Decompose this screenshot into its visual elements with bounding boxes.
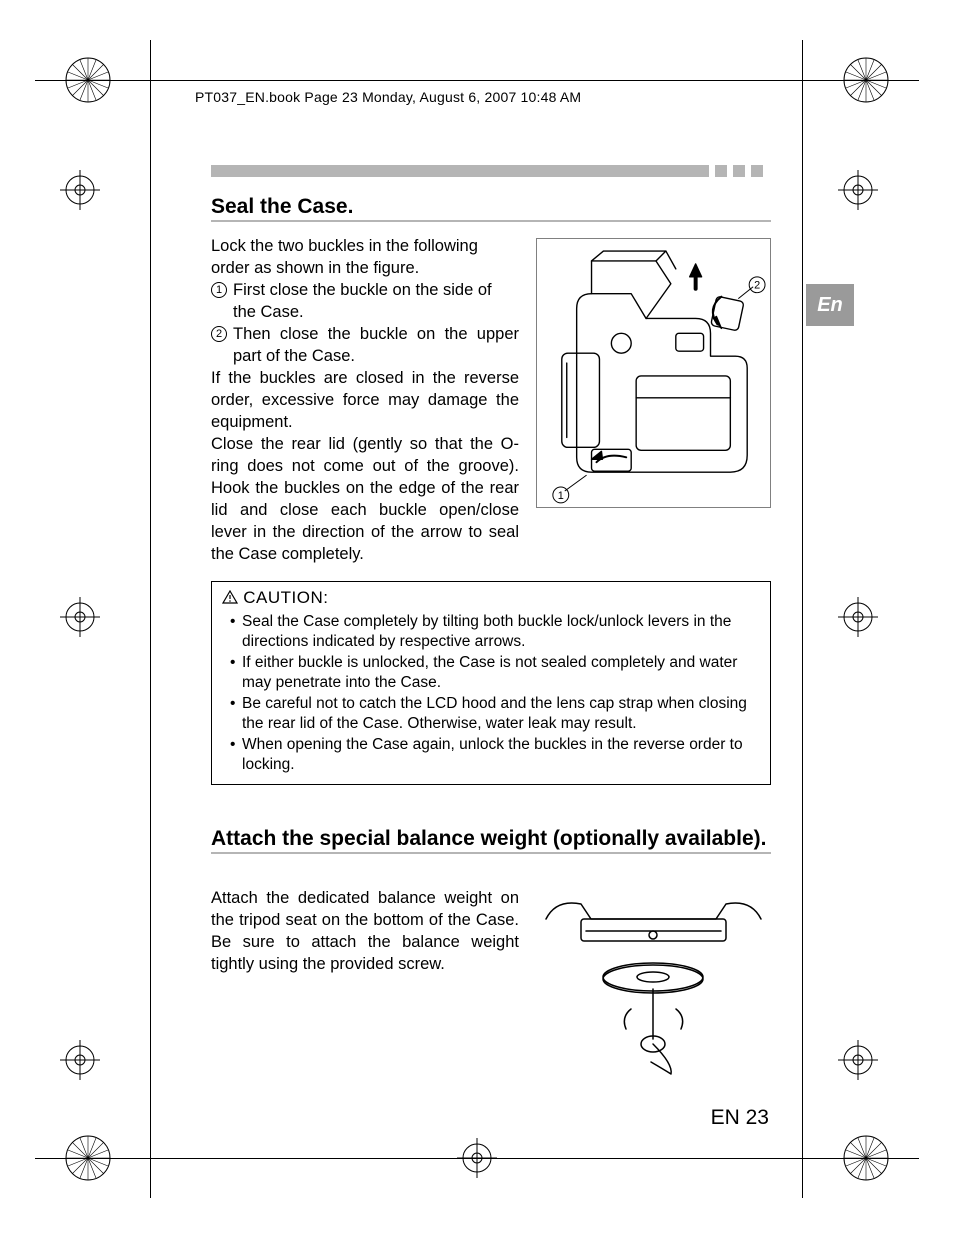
section2-heading: Attach the special balance weight (optio… [211,827,771,854]
regmark-top-left [60,52,116,108]
caution-item: If either buckle is unlocked, the Case i… [230,653,760,693]
regmark-bottom-left [60,1130,116,1186]
step-text: First close the buckle on the side of th… [233,279,519,323]
section2-body: Attach the dedicated balance weight on t… [211,887,519,975]
regmark-right-lower [838,1040,878,1080]
regmark-bottom-right [838,1130,894,1186]
language-tab: En [806,284,854,326]
step-number-icon: 1 [211,282,227,298]
figure-case-illustration: 2 1 [536,238,771,508]
section-decor-bar [211,165,771,177]
caution-item: Be careful not to catch the LCD hood and… [230,694,760,734]
crop-top-line [35,80,919,81]
callout-2-label: 2 [754,280,760,292]
regmark-mid-left [60,170,100,210]
regmark-bottom-center [457,1138,497,1178]
section1-step-2: 2 Then close the buckle on the upper par… [211,323,519,367]
caution-title-text: CAUTION: [243,588,328,607]
crop-left-line [150,40,151,1198]
caution-item: Seal the Case completely by tilting both… [230,612,760,652]
section1-step-1: 1 First close the buckle on the side of … [211,279,519,323]
section1-body: Lock the two buckles in the following or… [211,235,519,565]
print-header: PT037_EN.book Page 23 Monday, August 6, … [195,89,581,105]
step-number-icon: 2 [211,326,227,342]
step-text: Then close the buckle on the upper part … [233,323,519,367]
caution-title: CAUTION: [222,588,760,608]
figure-balance-weight [536,889,771,1079]
page-number: EN 23 [711,1106,769,1130]
callout-1-label: 1 [558,490,564,502]
regmark-left-center [60,597,100,637]
section2-para: Attach the dedicated balance weight on t… [211,887,519,975]
regmark-mid-right [838,170,878,210]
warning-icon [222,589,238,603]
regmark-left-lower [60,1040,100,1080]
regmark-right-center [838,597,878,637]
section1-warning: If the buckles are closed in the reverse… [211,367,519,433]
section1-intro: Lock the two buckles in the following or… [211,235,519,279]
section1-closepara: Close the rear lid (gently so that the O… [211,433,519,565]
section1-heading: Seal the Case. [211,195,771,222]
caution-item: When opening the Case again, unlock the … [230,735,760,775]
caution-box: CAUTION: Seal the Case completely by til… [211,581,771,785]
crop-right-line [802,40,803,1198]
regmark-top-right [838,52,894,108]
